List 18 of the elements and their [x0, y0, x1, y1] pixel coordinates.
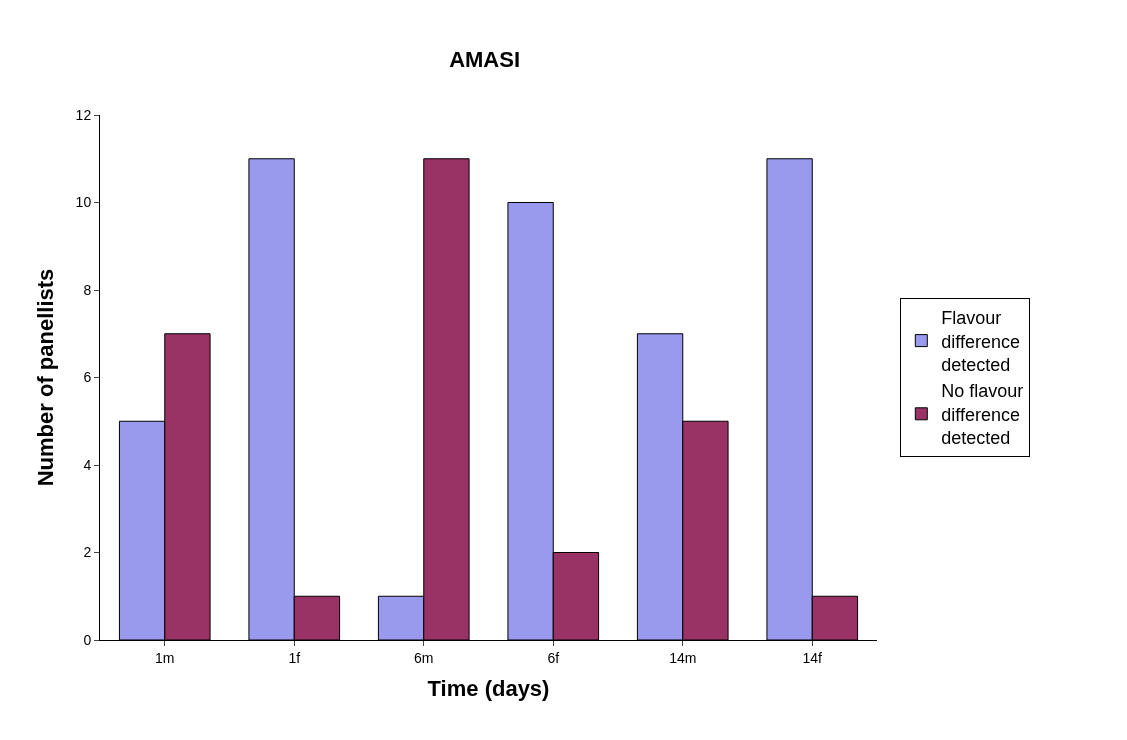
y-tick-label: 0: [83, 631, 92, 648]
legend-label: Flavour difference detected: [941, 308, 1021, 376]
x-tick-label: 14m: [669, 649, 697, 666]
y-tick-label: 10: [75, 194, 92, 211]
x-axis-title: Time (days): [427, 675, 550, 701]
x-tick-label: 6f: [547, 649, 560, 666]
y-axis-title: Number of panellists: [33, 268, 59, 487]
y-tick-label: 12: [75, 106, 92, 123]
x-tick-label: 1m: [155, 649, 175, 666]
y-tick-label: 4: [83, 456, 92, 473]
legend-label: No flavour difference detected: [941, 381, 1024, 449]
x-tick-label: 14f: [802, 649, 823, 666]
x-tick-label: 6m: [414, 649, 434, 666]
chart-title: AMASI: [449, 47, 521, 73]
y-tick-label: 8: [83, 281, 92, 298]
y-tick-label: 6: [83, 369, 92, 386]
y-tick-label: 2: [83, 544, 92, 561]
x-tick-label: 1f: [288, 649, 301, 666]
